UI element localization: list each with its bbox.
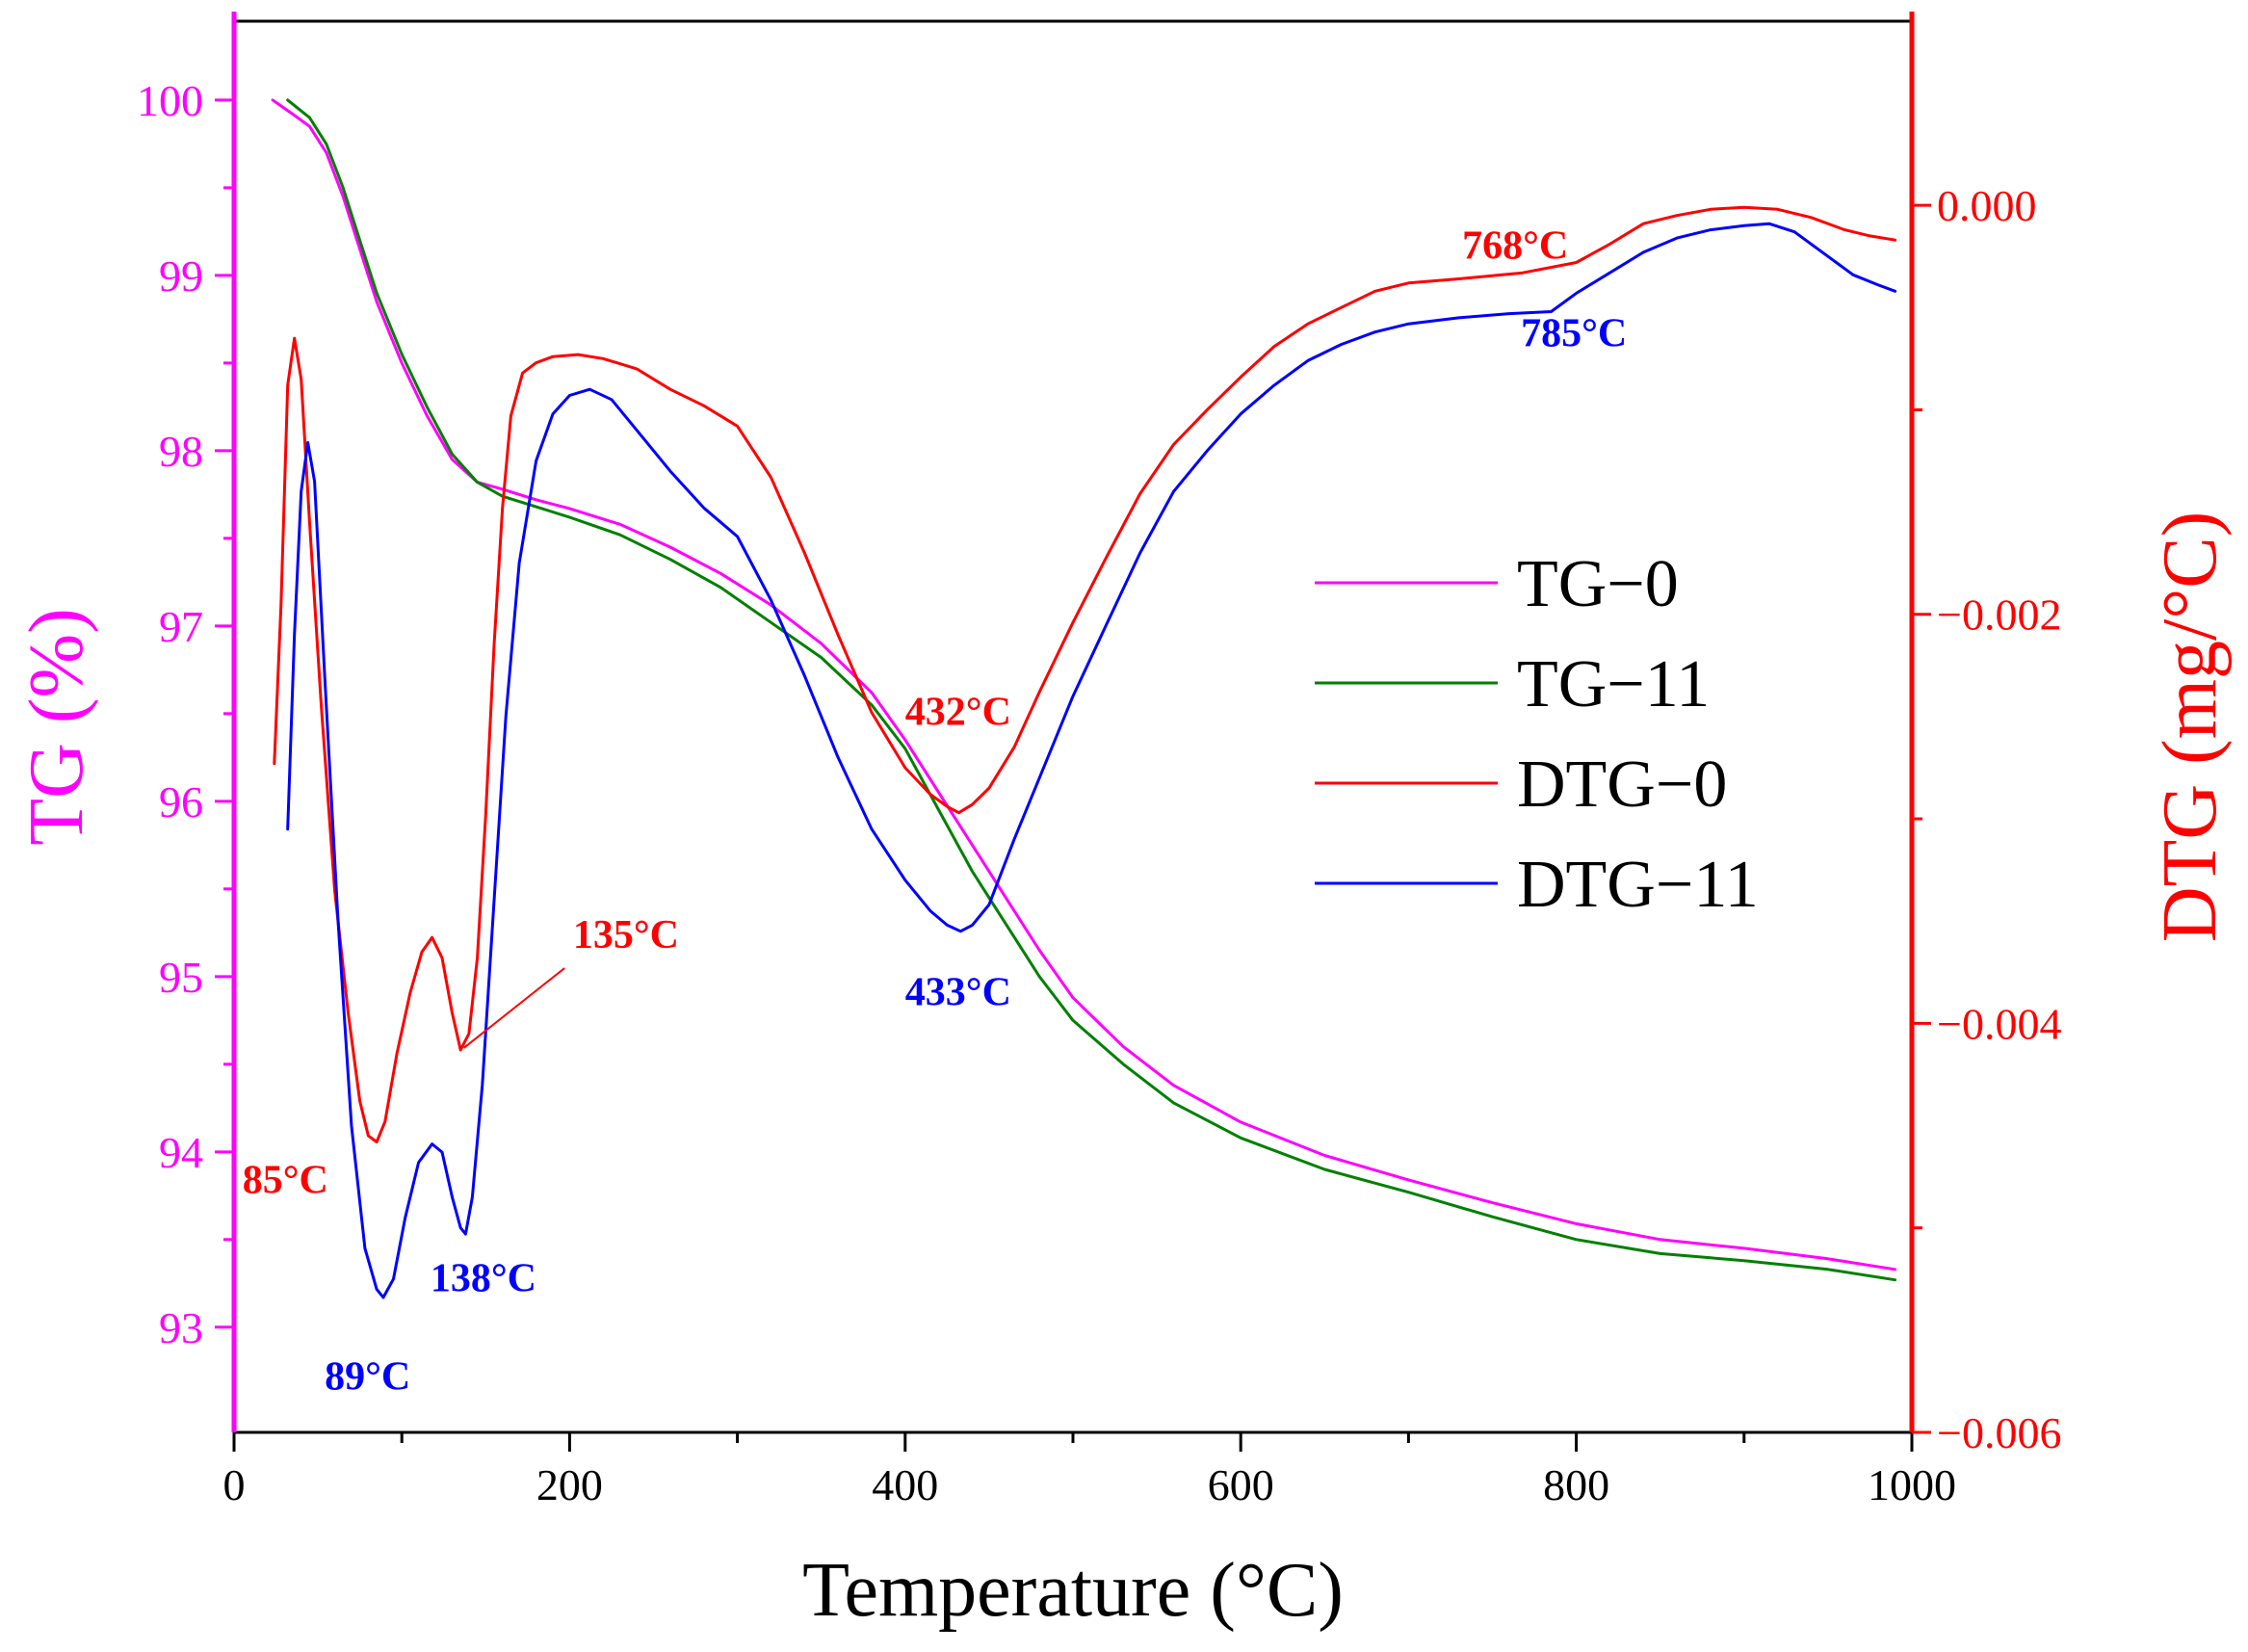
peak-annotation: 135°C bbox=[573, 913, 679, 957]
y-left-tick-label: 97 bbox=[159, 602, 203, 651]
legend: TG−0 TG−11 DTG−0 DTG−11 bbox=[1315, 547, 1759, 922]
legend-label-tg11: TG−11 bbox=[1517, 647, 1710, 721]
series-line-tg0 bbox=[271, 98, 1897, 1272]
y-left-tick-label: 95 bbox=[159, 953, 203, 1002]
y-axis-right-title: DTG (mg/°C) bbox=[2148, 511, 2233, 943]
x-axis-title: Temperature (°C) bbox=[802, 1548, 1344, 1633]
y-left-tick-label: 100 bbox=[137, 76, 203, 125]
series-line-dtg0 bbox=[273, 205, 1897, 1143]
y-right-tick-label: −0.004 bbox=[1937, 999, 2061, 1048]
peak-annotation: 85°C bbox=[243, 1159, 328, 1203]
x-tick-label: 600 bbox=[1208, 1460, 1274, 1509]
annotations-layer: 85°C 135°C 89°C 138°C 432°C 433°C 768°C 785°C bbox=[243, 223, 1628, 1399]
ticks-layer: 0 200 400 600 800 1000 93 94 95 96 97 98 99 100 0.000 −… bbox=[137, 76, 2061, 1509]
series-line-dtg11 bbox=[286, 222, 1897, 1299]
legend-label-tg0: TG−0 bbox=[1517, 547, 1679, 621]
y-axis-left-title: TG (%) bbox=[14, 608, 99, 846]
y-right-tick-label: −0.006 bbox=[1937, 1408, 2061, 1457]
legend-label-dtg0: DTG−0 bbox=[1517, 747, 1727, 822]
peak-annotation: 433°C bbox=[905, 970, 1011, 1014]
y-left-tick-label: 98 bbox=[159, 427, 203, 476]
y-left-tick-label: 99 bbox=[159, 251, 203, 301]
x-tick-label: 0 bbox=[223, 1460, 246, 1509]
peak-annotation: 432°C bbox=[905, 690, 1011, 734]
x-tick-label: 800 bbox=[1543, 1460, 1609, 1509]
y-left-tick-label: 93 bbox=[159, 1303, 203, 1352]
series-line-tg11 bbox=[286, 98, 1897, 1282]
peak-annotation: 89°C bbox=[325, 1354, 410, 1399]
y-right-tick-label: −0.002 bbox=[1937, 590, 2061, 640]
y-left-tick-label: 94 bbox=[159, 1128, 203, 1177]
y-right-tick-label: 0.000 bbox=[1937, 181, 2037, 230]
peak-annotation: 785°C bbox=[1521, 312, 1627, 356]
annotation-leader-line bbox=[463, 967, 565, 1049]
x-tick-label: 400 bbox=[872, 1460, 938, 1509]
y-left-tick-label: 96 bbox=[159, 777, 203, 826]
legend-label-dtg11: DTG−11 bbox=[1517, 848, 1759, 922]
peak-annotation: 138°C bbox=[431, 1257, 536, 1301]
peak-annotation: 768°C bbox=[1462, 223, 1568, 268]
series-layer bbox=[271, 98, 1897, 1299]
x-tick-label: 200 bbox=[536, 1460, 603, 1509]
x-tick-label: 1000 bbox=[1868, 1460, 1956, 1509]
